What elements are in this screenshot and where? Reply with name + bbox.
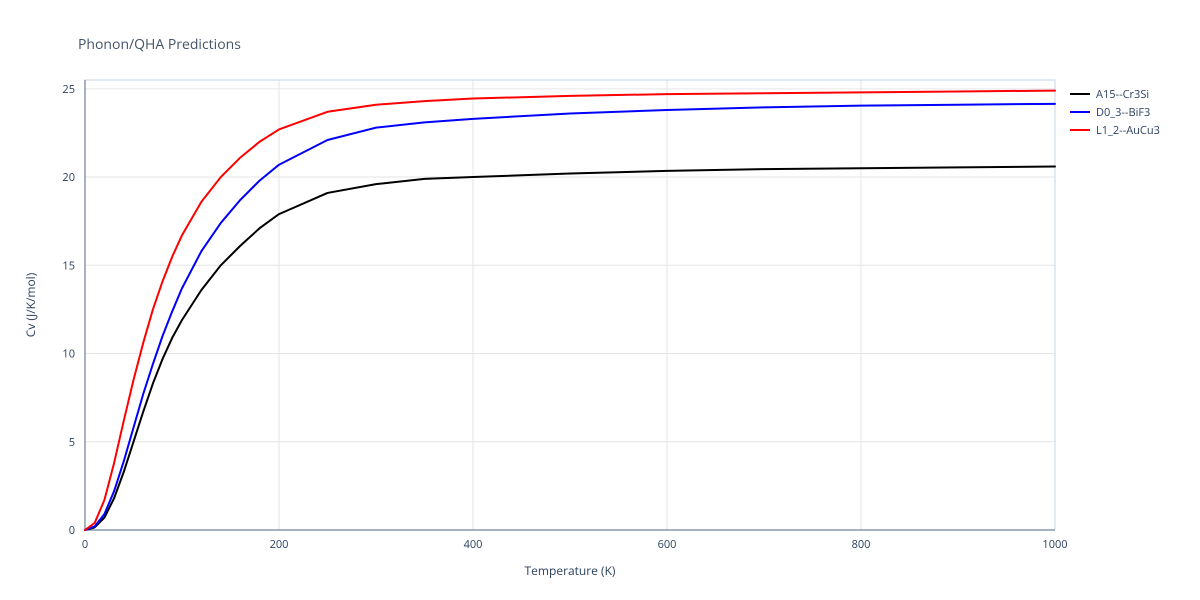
x-tick-label: 600 (658, 537, 677, 552)
y-tick-label: 5 (69, 435, 75, 450)
legend-swatch (1070, 93, 1090, 95)
y-tick-label: 0 (69, 523, 75, 538)
legend: A15--Cr3Si D0_3--BiF3 L1_2--AuCu3 (1070, 85, 1160, 139)
y-tick-label: 20 (62, 170, 75, 185)
legend-label: L1_2--AuCu3 (1096, 123, 1160, 138)
legend-item[interactable]: L1_2--AuCu3 (1070, 121, 1160, 139)
legend-swatch (1070, 111, 1090, 113)
y-tick-label: 25 (62, 82, 75, 97)
legend-swatch (1070, 129, 1090, 131)
legend-label: D0_3--BiF3 (1096, 105, 1150, 120)
x-tick-label: 400 (464, 537, 483, 552)
x-tick-label: 200 (270, 537, 289, 552)
plot-area: 0 200 400 600 800 1000 0 5 10 15 20 25 Temperature (… (0, 0, 1200, 600)
plot-background (85, 80, 1055, 530)
x-axis-label: Temperature (K) (525, 562, 616, 579)
x-tick-label: 800 (852, 537, 871, 552)
y-tick-label: 10 (62, 347, 75, 362)
x-tick-label: 0 (82, 537, 88, 552)
chart-container: Phonon/QHA Predictions 02004006008001000… (0, 0, 1200, 600)
legend-item[interactable]: D0_3--BiF3 (1070, 103, 1160, 121)
y-axis-label: Cv (J/K/mol) (22, 272, 39, 337)
x-tick-label: 1000 (1042, 537, 1067, 552)
legend-item[interactable]: A15--Cr3Si (1070, 85, 1160, 103)
y-tick-label: 15 (62, 258, 75, 273)
legend-label: A15--Cr3Si (1096, 87, 1149, 102)
